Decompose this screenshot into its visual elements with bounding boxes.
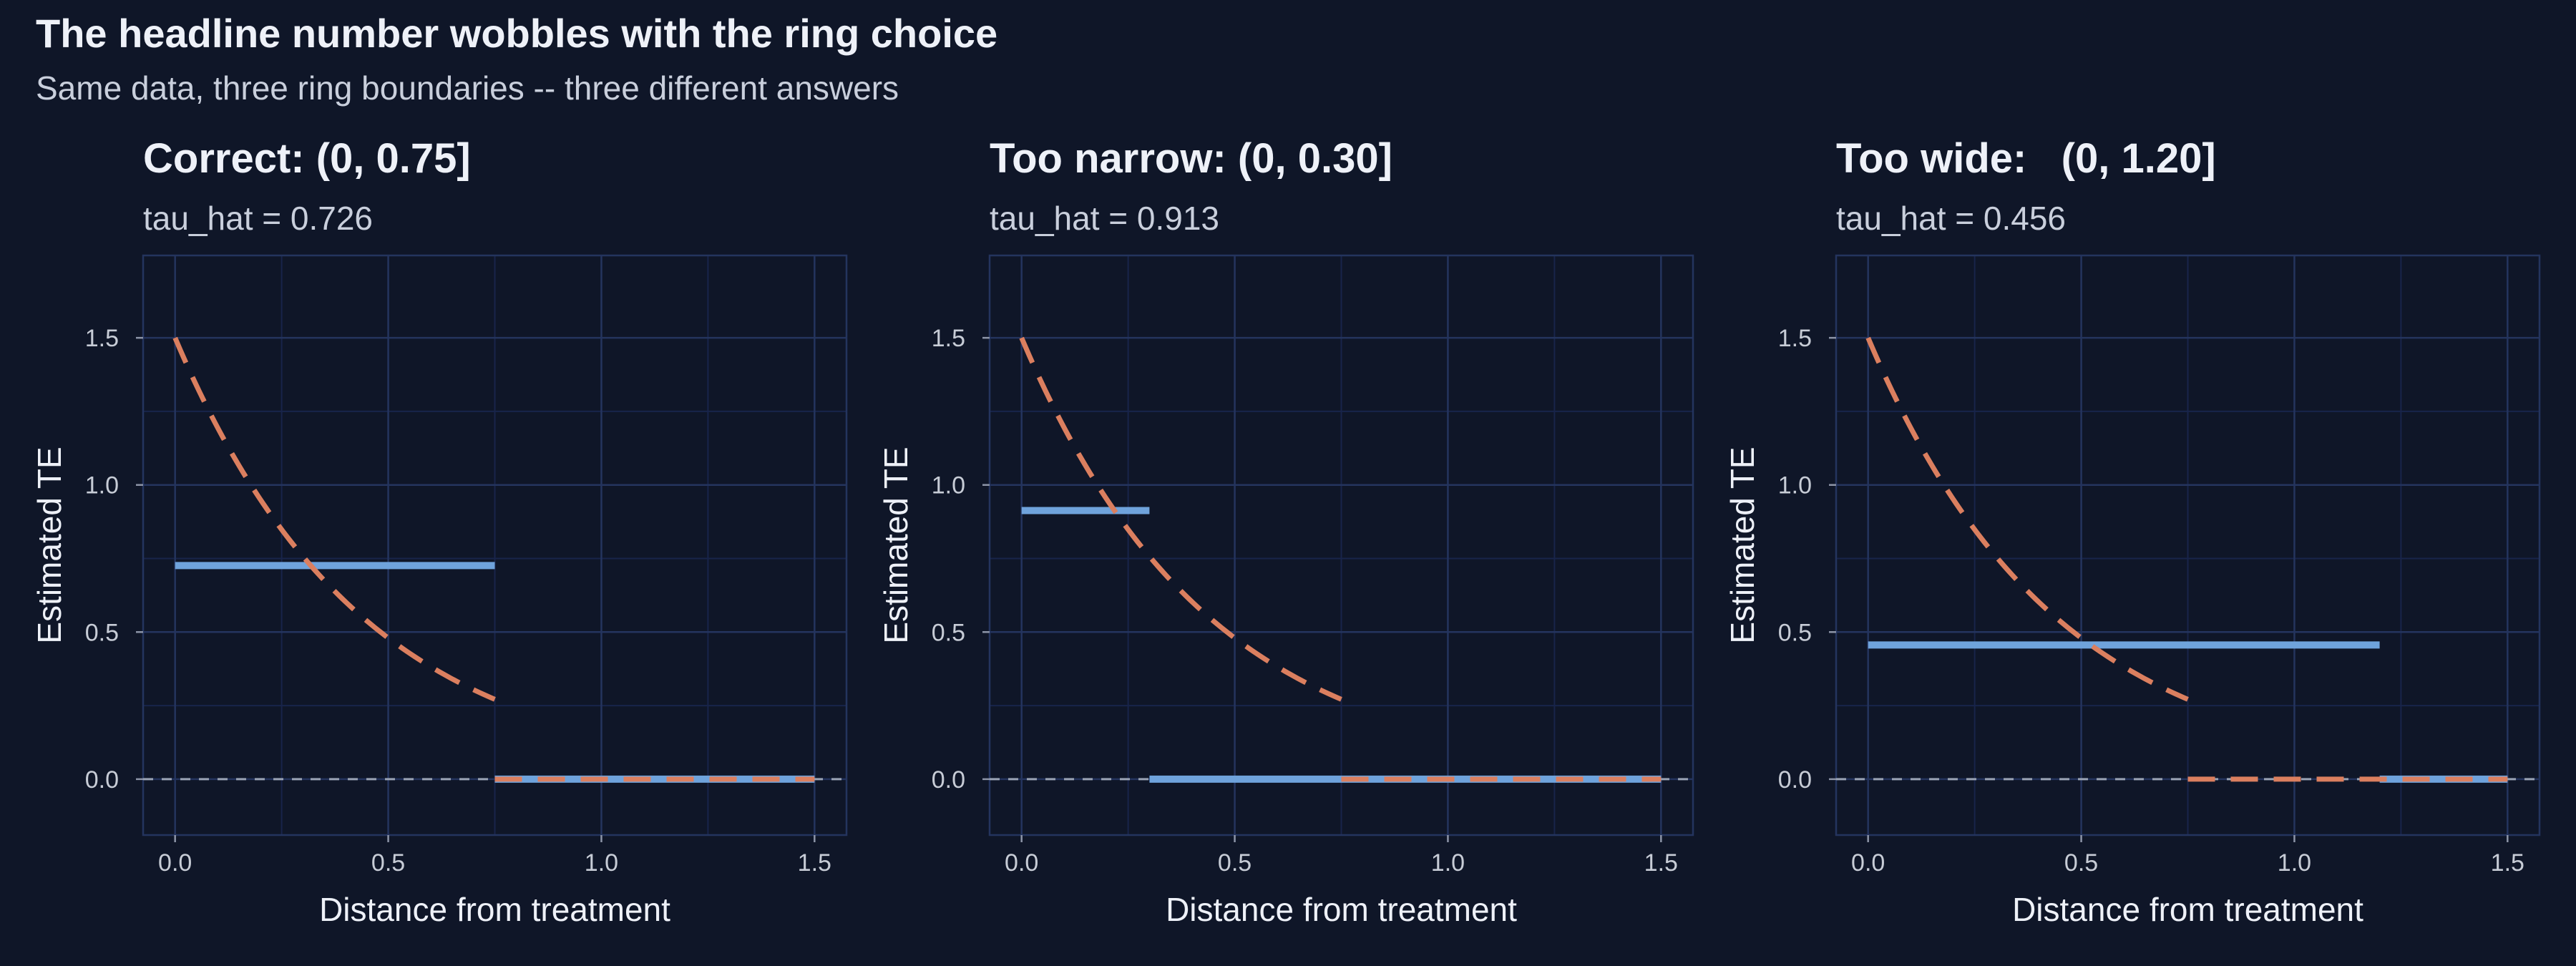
panel-3-title: Too wide: (0, 1.20] [1836,135,2216,182]
y-tick-label: 1.5 [1778,325,1812,352]
panel-2-title: Too narrow: (0, 0.30] [990,135,1392,182]
panel-3-subtitle: tau_hat = 0.456 [1836,200,2067,237]
panel-2-subtitle: tau_hat = 0.913 [990,200,1220,237]
x-tick-label: 1.0 [585,849,618,877]
y-tick-label: 0.0 [1778,766,1812,794]
y-axis-label: Estimated TE [1724,447,1761,643]
figure-title: The headline number wobbles with the rin… [36,11,998,56]
x-axis-label: Distance from treatment [319,891,670,928]
y-tick-label: 1.0 [932,472,965,499]
x-tick-label: 0.5 [2064,849,2098,877]
x-tick-label: 0.0 [1851,849,1885,877]
panel-border [142,254,848,836]
x-tick-label: 1.0 [1431,849,1465,877]
x-axis-label: Distance from treatment [2012,891,2363,928]
true-effect-curve [1865,336,2189,702]
x-tick-label: 1.0 [2278,849,2311,877]
x-tick-label: 0.0 [1005,849,1038,877]
x-tick-label: 0.0 [158,849,192,877]
y-tick-label: 0.5 [932,619,965,646]
x-tick-label: 1.5 [1644,849,1678,877]
panel-1: 0.0 0.5 1.0 1.5 0.0 0.5 1.0 1.5 Distance from tr… [31,254,848,928]
y-axis-label: Estimated TE [31,447,68,643]
y-tick-label: 1.0 [85,472,119,499]
y-tick-label: 0.0 [932,766,965,794]
panel-border [1835,254,2541,836]
y-tick-label: 1.5 [85,325,119,352]
x-axis-label: Distance from treatment [1166,891,1517,928]
panel-3: 0.0 0.5 1.0 1.5 0.0 0.5 1.0 1.5 Distance from tr… [1724,254,2541,928]
panel-1-subtitle: tau_hat = 0.726 [143,200,374,237]
x-tick-label: 0.5 [371,849,405,877]
x-tick-label: 1.5 [798,849,831,877]
x-tick-label: 0.5 [1218,849,1252,877]
y-tick-label: 0.0 [85,766,119,794]
panel-border [988,254,1694,836]
panel-1-title: Correct: (0, 0.75] [143,135,471,182]
figure-subtitle: Same data, three ring boundaries -- thre… [36,69,899,107]
true-effect-curve [1019,336,1342,702]
y-axis-label: Estimated TE [877,447,914,643]
y-tick-label: 1.0 [1778,472,1812,499]
panel-2: 0.0 0.5 1.0 1.5 0.0 0.5 1.0 1.5 Distance from tr… [877,254,1694,928]
y-tick-label: 0.5 [1778,619,1812,646]
y-tick-label: 0.5 [85,619,119,646]
true-effect-curve [172,336,496,702]
x-tick-label: 1.5 [2491,849,2524,877]
y-tick-label: 1.5 [932,325,965,352]
